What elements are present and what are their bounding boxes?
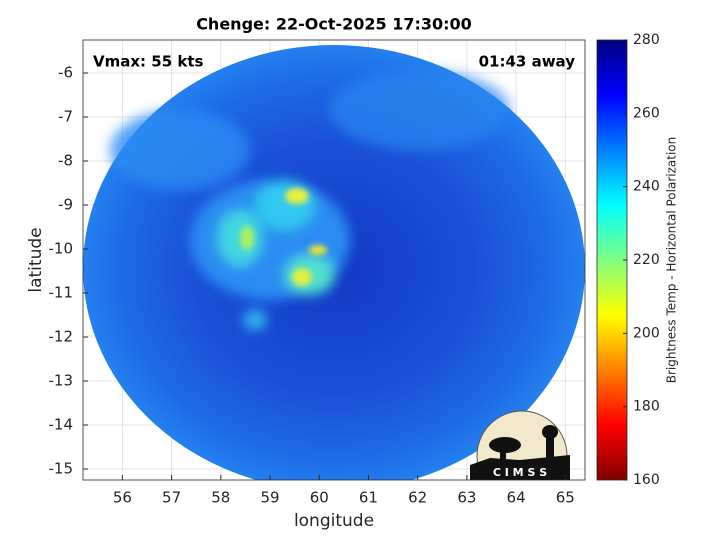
colorbar-tick-label: 200 <box>633 325 660 341</box>
y-tick-label: -10 <box>49 240 74 258</box>
x-tick-label: 61 <box>359 489 378 507</box>
annotation: Vmax: 55 kts <box>93 53 203 71</box>
y-tick-label: -14 <box>49 416 74 434</box>
x-tick-label: 63 <box>457 489 476 507</box>
colorbar-tick-label: 220 <box>633 252 660 268</box>
x-tick-label: 64 <box>507 489 526 507</box>
y-tick-label: -8 <box>58 152 73 170</box>
x-tick-label: 57 <box>162 489 181 507</box>
y-tick-label: -7 <box>58 108 73 126</box>
x-tick-label: 65 <box>556 489 575 507</box>
y-tick-label: -6 <box>58 64 73 82</box>
colorbar-tick-label: 160 <box>633 472 660 488</box>
x-tick-label: 56 <box>113 489 132 507</box>
plot-frame <box>82 39 586 481</box>
logo-text: C I M S S <box>493 466 547 479</box>
colorbar-tick-label: 240 <box>633 179 660 195</box>
x-tick-label: 59 <box>260 489 279 507</box>
y-axis-label: latitude <box>26 227 46 292</box>
x-tick-label: 62 <box>408 489 427 507</box>
y-tick-label: -15 <box>49 460 74 478</box>
chart-title: Chenge: 22-Oct-2025 17:30:00 <box>196 15 472 34</box>
y-tick-label: -12 <box>49 328 74 346</box>
y-tick-label: -11 <box>49 284 74 302</box>
colorbar-tick-label: 260 <box>633 105 660 121</box>
cimss-logo: C I M S S <box>470 410 570 480</box>
x-axis-label: longitude <box>294 511 374 531</box>
x-tick-label: 58 <box>211 489 230 507</box>
colorbar-tick-label: 280 <box>633 32 660 48</box>
annotation: 01:43 away <box>479 53 576 71</box>
colorbar <box>596 39 628 481</box>
x-tick-label: 60 <box>310 489 329 507</box>
y-tick-label: -13 <box>49 372 74 390</box>
y-tick-label: -9 <box>58 196 73 214</box>
colorbar-label: Brightness Temp - Horizontal Polarizatio… <box>665 137 679 384</box>
colorbar-tick-label: 180 <box>633 399 660 415</box>
satellite-image: C I M S S <box>83 45 585 480</box>
